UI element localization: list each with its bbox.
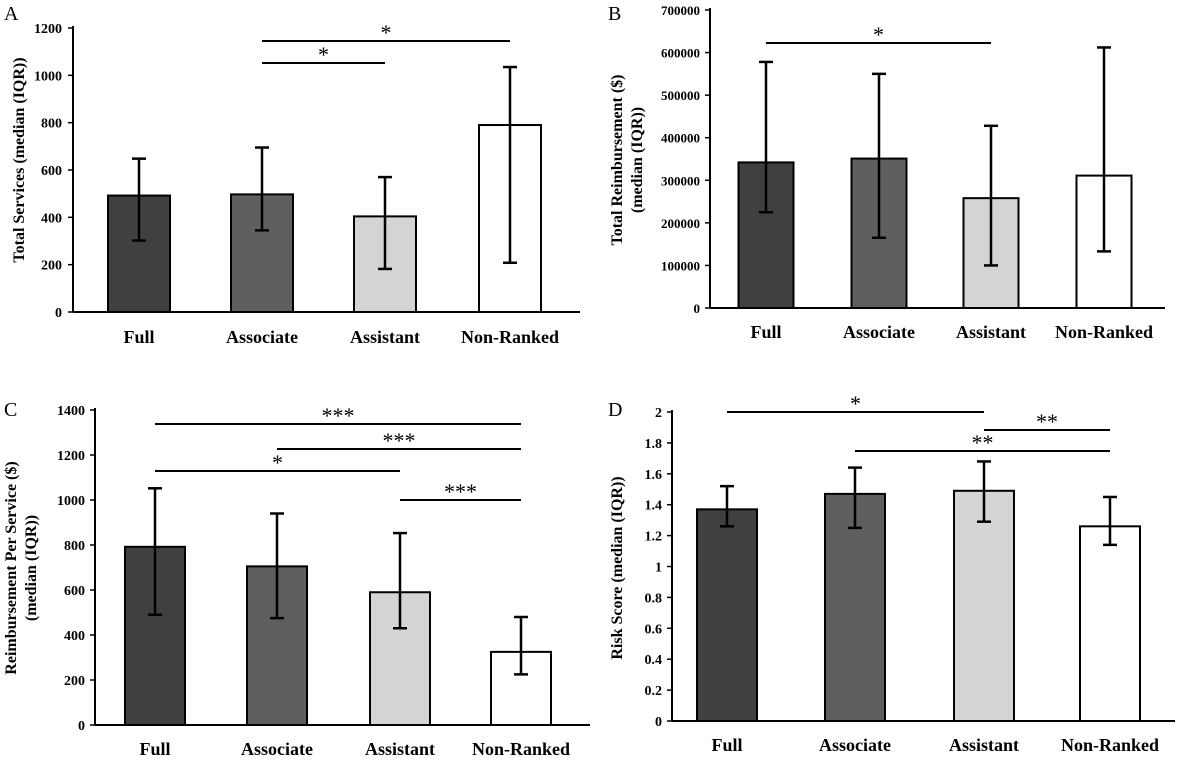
panel-label-c: C: [4, 399, 17, 421]
x-tick-label-b-assistant: Assistant: [956, 322, 1026, 342]
significance-label-c: ***: [444, 479, 477, 504]
x-tick-label-d-assistant: Assistant: [949, 735, 1019, 755]
y-tick-label-a: 800: [41, 117, 62, 132]
significance-label-a: *: [318, 42, 329, 67]
x-tick-label-a-full: Full: [123, 327, 154, 347]
y-tick-label-a: 200: [41, 259, 62, 274]
significance-label-d: *: [850, 391, 861, 416]
y-tick-label-c: 200: [64, 674, 85, 689]
y-tick-label-d: 1.2: [645, 530, 663, 545]
y-axis-label-c-line1: Reimbursement Per Service ($): [3, 461, 20, 674]
bar-d-associate: [824, 492, 886, 723]
y-tick-label-d: 0.2: [645, 684, 663, 699]
significance-label-c: *: [272, 450, 283, 475]
significance-label-a: *: [381, 20, 392, 45]
bar-d-non-ranked: [1079, 525, 1141, 723]
panel-a: A Total Services (median (IQR)): [4, 3, 28, 263]
significance-label-c: ***: [322, 403, 355, 428]
y-tick-label-c: 600: [64, 584, 85, 599]
y-axis-label-a: Total Services (median (IQR)): [11, 57, 28, 262]
y-axis-label-b-line2: (median (IQR)): [629, 107, 646, 213]
significance-label-d: **: [972, 430, 994, 455]
y-tick-label-d: 2: [655, 406, 662, 421]
y-axis-label-c: Reimbursement Per Service ($) (median (I…: [3, 461, 40, 674]
panel-label-a: A: [4, 3, 19, 25]
significance-label-b: *: [873, 22, 884, 47]
panel-label-d: D: [608, 399, 622, 421]
panel-b: B Total Reimbursement ($) (median (IQR)): [608, 3, 646, 245]
y-tick-label-a: 1200: [34, 22, 62, 37]
y-tick-label-b: 300000: [661, 173, 700, 188]
significance-label-d: **: [1036, 409, 1058, 434]
y-tick-label-d: 1.4: [645, 499, 663, 514]
x-tick-label-b-non-ranked: Non-Ranked: [1055, 322, 1153, 342]
panel-label-b: B: [608, 3, 621, 25]
y-tick-label-d: 0.8: [645, 591, 663, 606]
x-tick-label-d-non-ranked: Non-Ranked: [1061, 735, 1159, 755]
y-tick-label-c: 1400: [57, 404, 85, 419]
y-tick-label-b: 700000: [661, 3, 700, 18]
y-tick-label-d: 0.6: [645, 622, 663, 637]
y-tick-label-a: 400: [41, 211, 62, 226]
y-tick-label-c: 1000: [57, 494, 85, 509]
y-tick-label-c: 800: [64, 539, 85, 554]
x-tick-label-a-assistant: Assistant: [350, 327, 420, 347]
x-tick-label-b-full: Full: [750, 322, 781, 342]
x-tick-label-d-associate: Associate: [819, 735, 891, 755]
bar-d-assistant: [953, 489, 1015, 723]
x-tick-label-b-associate: Associate: [843, 322, 915, 342]
y-axis-label-d: Risk Score (median (IQR)): [609, 476, 626, 659]
y-tick-label-d: 1.6: [645, 468, 663, 483]
y-tick-label-b: 0: [694, 301, 701, 316]
y-axis-label-c-line2: (median (IQR)): [23, 515, 40, 621]
y-axis-label-b: Total Reimbursement ($) (median (IQR)): [609, 75, 646, 246]
x-tick-label-c-associate: Associate: [241, 739, 313, 759]
x-tick-label-d-full: Full: [711, 735, 742, 755]
y-tick-label-d: 1: [655, 561, 662, 576]
y-axis-label-d-text: Risk Score (median (IQR)): [609, 476, 626, 659]
y-axis-label-a-text: Total Services (median (IQR)): [11, 57, 28, 262]
y-tick-label-c: 400: [64, 629, 85, 644]
panel-d: D Risk Score (median (IQR)): [608, 399, 626, 660]
y-tick-label-a: 0: [55, 306, 62, 321]
bar-d-full: [696, 508, 758, 722]
y-tick-label-b: 400000: [661, 131, 700, 146]
y-tick-label-b: 100000: [661, 258, 700, 273]
y-tick-label-a: 600: [41, 164, 62, 179]
y-tick-label-b: 600000: [661, 46, 700, 61]
y-tick-label-b: 500000: [661, 88, 700, 103]
x-tick-label-a-associate: Associate: [226, 327, 298, 347]
y-tick-label-d: 1.8: [645, 437, 663, 452]
y-tick-label-c: 1200: [57, 449, 85, 464]
y-tick-label-b: 200000: [661, 216, 700, 231]
x-tick-label-a-non-ranked: Non-Ranked: [461, 327, 559, 347]
y-tick-label-c: 0: [78, 719, 85, 734]
y-axis-label-b-line1: Total Reimbursement ($): [609, 75, 626, 246]
panel-c: C Reimbursement Per Service ($) (median …: [3, 399, 40, 675]
y-tick-label-d: 0.4: [645, 653, 663, 668]
significance-label-c: ***: [383, 428, 416, 453]
x-tick-label-c-non-ranked: Non-Ranked: [472, 739, 570, 759]
x-tick-label-c-assistant: Assistant: [365, 739, 435, 759]
y-tick-label-a: 1000: [34, 69, 62, 84]
y-tick-label-d: 0: [655, 715, 662, 730]
x-tick-label-c-full: Full: [139, 739, 170, 759]
